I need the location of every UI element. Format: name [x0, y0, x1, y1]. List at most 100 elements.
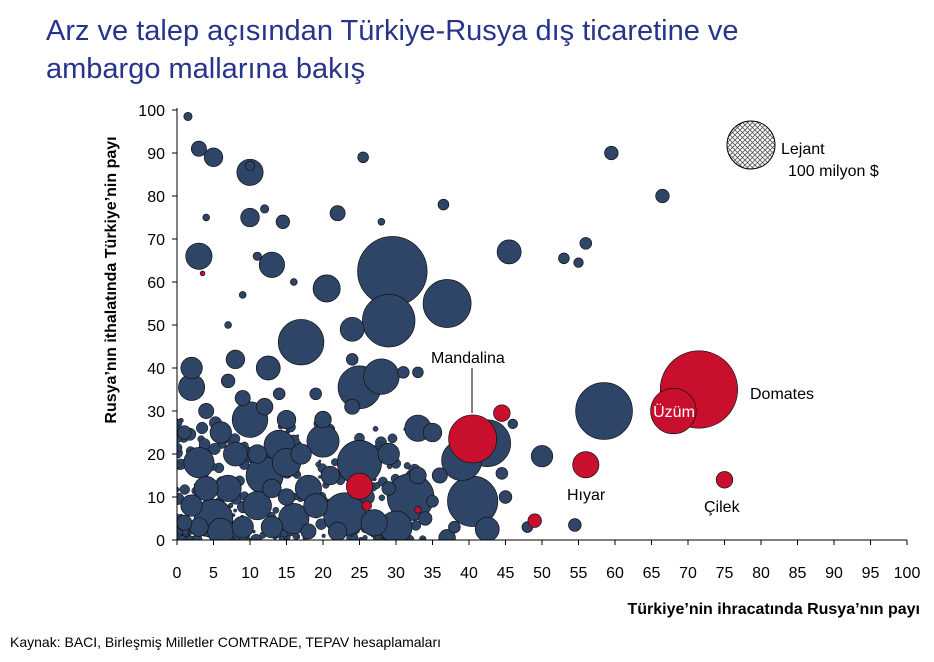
bubble-point	[247, 444, 267, 464]
bubble-point	[437, 198, 450, 211]
bubble-point	[422, 422, 443, 443]
x-tick-label: 100	[894, 565, 921, 582]
y-tick-label: 100	[138, 103, 165, 120]
bubble-point	[224, 321, 232, 329]
bubble-point	[303, 493, 329, 518]
x-tick-label: 15	[278, 565, 296, 582]
x-tick-label: 50	[533, 565, 551, 582]
bubble-point	[426, 495, 439, 508]
bubble-point	[223, 441, 248, 467]
bubble-cluster-point	[177, 442, 183, 453]
bubble-cluster-point	[284, 536, 288, 540]
bubble-point	[244, 160, 256, 172]
bubble-layer	[177, 111, 738, 540]
y-tick-label: 60	[147, 275, 165, 292]
legend-title: Lejant	[781, 141, 825, 158]
bubble-hıyar	[572, 451, 600, 479]
bubble-cluster-point	[321, 533, 326, 538]
annotations: Mandalina Üzüm Domates Hıyar Çilek	[431, 350, 814, 516]
bubble-point	[498, 490, 513, 504]
bubble-point	[236, 158, 264, 186]
bubble-point	[314, 410, 332, 429]
x-tick-label: 0	[173, 565, 182, 582]
y-tick-label: 70	[147, 232, 165, 249]
bubble-point	[242, 491, 272, 521]
legend-label: 100 milyon $	[788, 163, 879, 180]
x-tick-label: 55	[570, 565, 588, 582]
bubble-cluster-point	[196, 421, 209, 435]
bubble-embargo	[414, 506, 422, 514]
x-tick-label: 45	[497, 565, 515, 582]
bubble-point	[418, 511, 433, 526]
bubble-cluster-point	[233, 508, 238, 513]
legend-bubble	[726, 120, 776, 170]
bubble-point	[575, 382, 633, 440]
bubble-point	[422, 279, 472, 328]
y-tick-label: 10	[147, 490, 165, 507]
bubble-point	[185, 242, 213, 270]
bubble-cluster-point	[378, 494, 386, 501]
x-tick-label: 25	[351, 565, 369, 582]
bubble-point	[180, 494, 203, 517]
bubble-point	[397, 366, 410, 379]
bubble-cluster-point	[208, 443, 221, 455]
label-domates: Domates	[750, 386, 814, 403]
bubble-point	[220, 373, 236, 389]
bubble-point	[255, 355, 281, 381]
bubble-point	[312, 274, 341, 303]
x-tick-label: 40	[460, 565, 478, 582]
x-tick-label: 35	[424, 565, 442, 582]
bubble-cluster-point	[318, 459, 322, 463]
bubble-point	[495, 467, 509, 480]
y-tick-label: 0	[156, 533, 165, 550]
bubble-point	[177, 514, 193, 531]
bubble-point	[190, 140, 207, 157]
tick-labels: 0 5 10 15 20 25 30 35 40 45 50 55 60 65 70 75 80 85 90 95 10…	[138, 103, 920, 582]
bubble-point	[300, 523, 317, 540]
bubble-point	[290, 278, 298, 286]
bubble-embargo	[527, 513, 542, 528]
bubble-point	[362, 294, 416, 348]
bubble-point	[377, 442, 400, 466]
bubble-point	[203, 147, 224, 167]
chart-title: Arz ve talep açısından Türkiye-Rusya dış…	[46, 12, 906, 88]
bubble-point	[327, 521, 348, 540]
bubble-point	[363, 358, 400, 395]
x-tick-label: 85	[789, 565, 807, 582]
bubble-point	[329, 205, 346, 222]
bubble-point	[309, 387, 322, 401]
bubble-point	[277, 319, 325, 366]
bubble-point	[655, 188, 670, 204]
label-uzum: Üzüm	[653, 403, 695, 421]
bubble-embargo	[346, 472, 373, 500]
x-tick-label: 5	[209, 565, 218, 582]
bubble-point	[275, 214, 290, 229]
bubble-point	[207, 517, 235, 540]
y-tick-label: 80	[147, 189, 165, 206]
bubble-point	[277, 488, 296, 506]
source-note: Kaynak: BACI, Birleşmiş Milletler COMTRA…	[10, 634, 442, 650]
bubble-point	[474, 516, 500, 540]
label-hiyar: Hıyar	[567, 487, 606, 504]
bubble-point	[448, 520, 461, 534]
bubble-point	[262, 478, 282, 499]
bubble-cluster-point	[185, 535, 194, 540]
y-axis-label: Rusya’nın ithalatında Türkiye’nin payı	[103, 136, 120, 423]
bubble-point	[357, 151, 369, 164]
bubble-point	[558, 252, 570, 265]
bubble-mandalina	[448, 414, 497, 464]
bubble-üzüm	[650, 387, 697, 435]
x-tick-label: 60	[606, 565, 624, 582]
title-line-1: Arz ve talep açısından Türkiye-Rusya dış…	[46, 15, 739, 47]
bubble-point	[339, 316, 365, 342]
bubble-cluster-point	[387, 433, 398, 444]
title-line-2: ambargo mallarına bakış	[46, 53, 366, 85]
x-tick-label: 10	[241, 565, 259, 582]
y-tick-label: 40	[147, 361, 165, 378]
bubble-point	[344, 398, 361, 415]
x-tick-label: 20	[314, 565, 332, 582]
bubble-cluster-point	[372, 426, 379, 432]
bubble-point	[234, 390, 251, 407]
bubble-point	[290, 443, 312, 465]
